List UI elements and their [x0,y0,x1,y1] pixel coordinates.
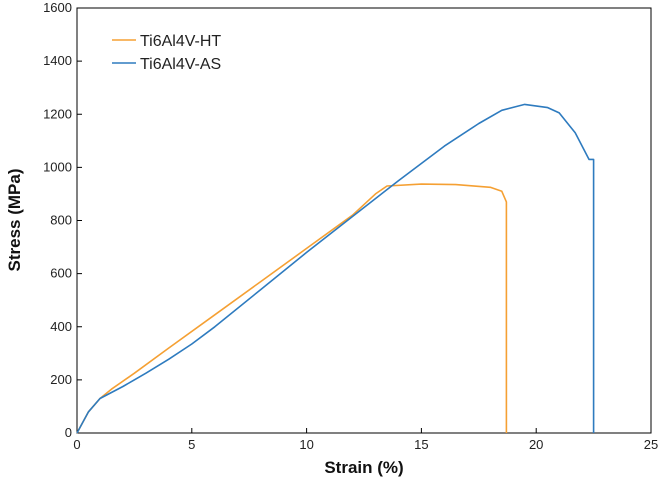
series-layer [76,103,595,434]
x-tick-label: 20 [529,437,543,452]
y-tick-label: 1400 [43,53,72,68]
legend-label-as: Ti6Al4V-AS [140,56,221,73]
y-tick-label: 600 [50,266,72,281]
y-tick-label: 1200 [43,106,72,121]
y-tick-label: 800 [50,213,72,228]
x-axis-title: Strain (%) [324,458,403,477]
y-axis-title: Stress (MPa) [5,169,24,272]
y-tick-label: 1600 [43,0,72,15]
x-tick-label: 15 [414,437,428,452]
series-line-ht [76,183,508,434]
x-tick-label: 10 [299,437,313,452]
legend: Ti6Al4V-HT Ti6Al4V-AS [112,33,221,73]
y-tick-label: 400 [50,319,72,334]
x-tick-label: 25 [644,437,658,452]
y-tick-label: 1000 [43,159,72,174]
x-tick-label: 0 [73,437,80,452]
legend-label-ht: Ti6Al4V-HT [140,33,221,50]
x-tick-label: 5 [188,437,195,452]
series-line-as [76,103,595,434]
y-tick-label: 200 [50,372,72,387]
axis-ticks: 0 5 10 15 20 25 0 200 400 600 800 1000 1200 1400 1600 [43,0,658,452]
y-tick-label: 0 [65,425,72,440]
